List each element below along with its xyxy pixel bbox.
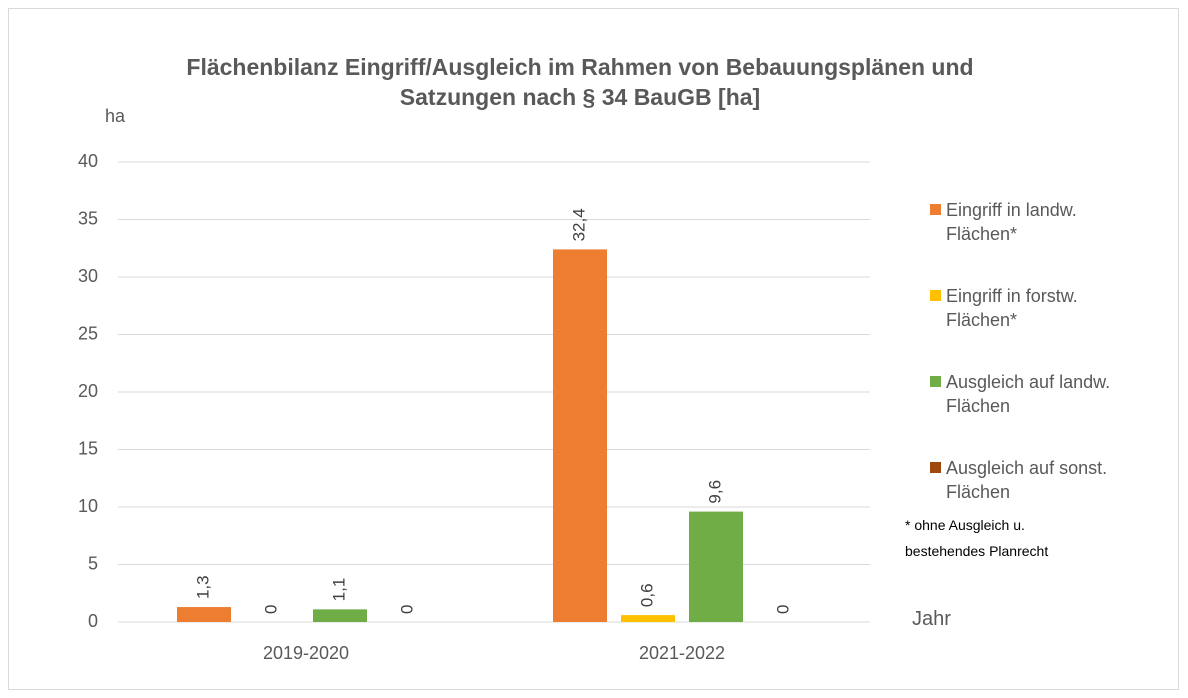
y-axis-label: ha: [105, 106, 126, 126]
bar: [177, 607, 231, 622]
legend-entry: Ausgleich auf landw. Flächen: [930, 370, 1126, 418]
x-axis-label: Jahr: [912, 608, 951, 630]
y-tick-label: 20: [78, 381, 98, 401]
legend-entry: Eingriff in forstw. Flächen*: [930, 284, 1126, 332]
y-tick-label: 30: [78, 266, 98, 286]
legend-label: Eingriff in forstw. Flächen*: [946, 286, 1078, 330]
legend-swatch: [930, 462, 941, 473]
y-tick-label: 5: [88, 553, 98, 573]
y-tick-label: 0: [88, 611, 98, 631]
legend-swatch: [930, 290, 941, 301]
data-label: 1,1: [329, 578, 348, 602]
data-label: 0: [261, 605, 280, 614]
y-tick-label: 10: [78, 496, 98, 516]
x-tick-label: 2019-2020: [263, 643, 349, 663]
legend-label: Ausgleich auf sonst. Flächen: [946, 458, 1108, 502]
legend-entry: Eingriff in landw. Flächen*: [930, 198, 1126, 246]
bar: [621, 615, 675, 622]
y-tick-label: 35: [78, 208, 98, 228]
data-label: 9,6: [705, 480, 724, 504]
bar: [313, 609, 367, 622]
y-tick-label: 40: [78, 151, 98, 171]
legend-swatch: [930, 376, 941, 387]
data-label: 32,4: [569, 208, 588, 241]
data-label: 0: [397, 605, 416, 614]
data-label: 1,3: [193, 575, 212, 599]
legend-label: Ausgleich auf landw. Flächen: [946, 372, 1111, 416]
y-tick-label: 25: [78, 323, 98, 343]
y-tick-label: 15: [78, 438, 98, 458]
bar: [553, 249, 607, 622]
data-label: 0: [773, 605, 792, 614]
legend-label: Eingriff in landw. Flächen*: [946, 200, 1077, 244]
chart-title: Flächenbilanz Eingriff/Ausgleich im Rahm…: [186, 54, 974, 110]
bar: [689, 511, 743, 622]
legend-swatch: [930, 204, 941, 215]
legend-entry: Ausgleich auf sonst. Flächen: [930, 456, 1126, 504]
annotation: * ohne Ausgleich u. bestehendes Planrech…: [905, 517, 1049, 559]
data-label: 0,6: [637, 583, 656, 607]
x-tick-label: 2021-2022: [639, 643, 725, 663]
